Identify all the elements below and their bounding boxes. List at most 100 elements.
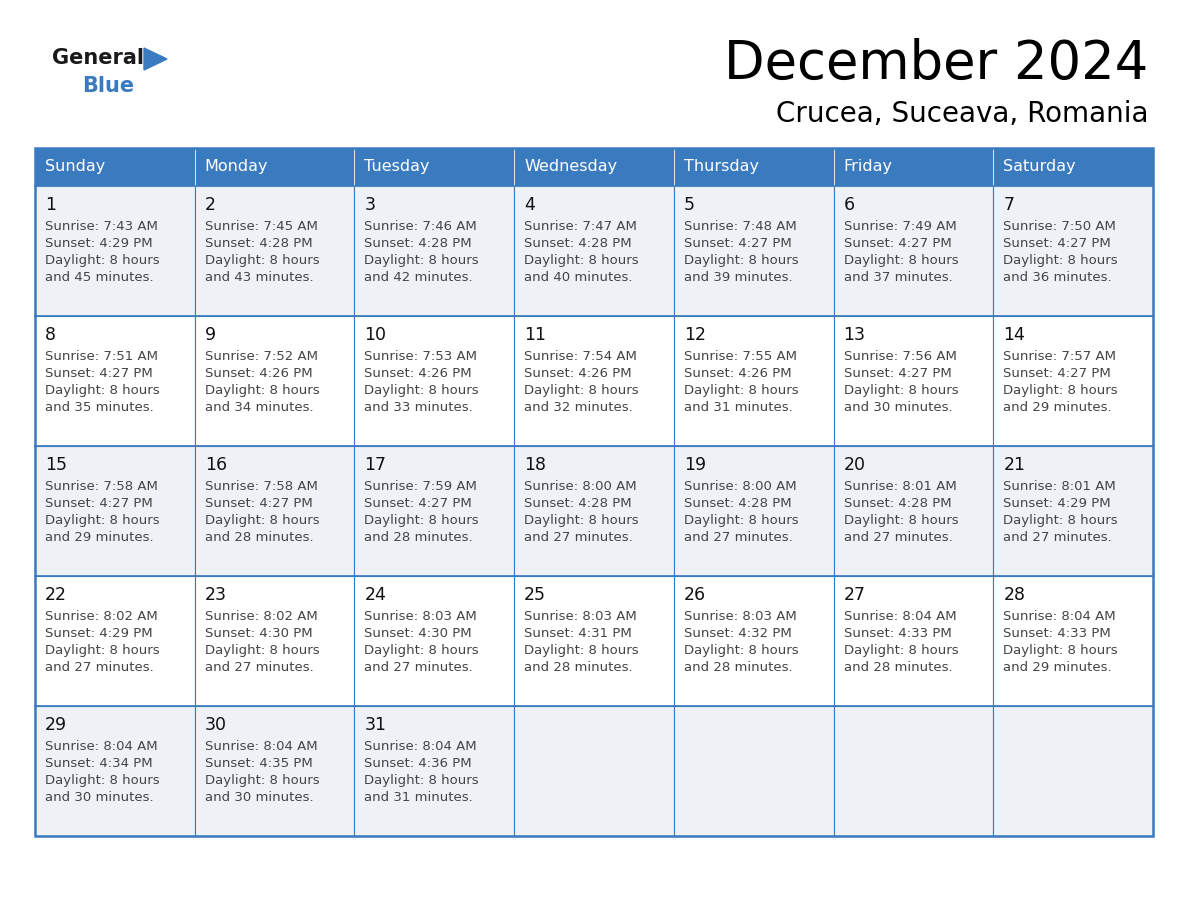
Text: December 2024: December 2024 [723,38,1148,90]
Text: 20: 20 [843,456,866,474]
Text: 10: 10 [365,326,386,344]
Text: Sunrise: 8:03 AM: Sunrise: 8:03 AM [524,610,637,623]
Text: Sunset: 4:33 PM: Sunset: 4:33 PM [843,627,952,640]
Text: 19: 19 [684,456,706,474]
Text: Thursday: Thursday [684,160,759,174]
Text: Sunrise: 7:51 AM: Sunrise: 7:51 AM [45,350,158,363]
Text: Daylight: 8 hours: Daylight: 8 hours [365,384,479,397]
Text: Sunset: 4:27 PM: Sunset: 4:27 PM [365,497,472,510]
Bar [674,446,834,576]
Text: Sunset: 4:27 PM: Sunset: 4:27 PM [843,237,952,250]
Bar [514,706,674,836]
Text: Sunset: 4:30 PM: Sunset: 4:30 PM [204,627,312,640]
Text: 31: 31 [365,716,386,734]
Text: and 34 minutes.: and 34 minutes. [204,401,314,414]
Text: and 35 minutes.: and 35 minutes. [45,401,153,414]
Text: 8: 8 [45,326,56,344]
Text: 22: 22 [45,586,67,604]
Text: Sunset: 4:27 PM: Sunset: 4:27 PM [45,367,153,380]
Text: Sunrise: 7:49 AM: Sunrise: 7:49 AM [843,220,956,233]
Bar [34,576,195,706]
Text: Sunrise: 7:59 AM: Sunrise: 7:59 AM [365,480,478,493]
Text: Sunrise: 7:47 AM: Sunrise: 7:47 AM [524,220,637,233]
Text: Daylight: 8 hours: Daylight: 8 hours [45,514,159,527]
Bar [34,706,195,836]
Bar [834,148,993,186]
Text: and 27 minutes.: and 27 minutes. [1004,531,1112,544]
Text: Monday: Monday [204,160,268,174]
Text: Tuesday: Tuesday [365,160,430,174]
Text: and 27 minutes.: and 27 minutes. [843,531,953,544]
Text: Sunrise: 8:04 AM: Sunrise: 8:04 AM [843,610,956,623]
Bar [674,148,834,186]
Text: Sunrise: 7:55 AM: Sunrise: 7:55 AM [684,350,797,363]
Text: Sunrise: 8:04 AM: Sunrise: 8:04 AM [365,740,478,753]
Text: Sunset: 4:28 PM: Sunset: 4:28 PM [365,237,472,250]
Text: Daylight: 8 hours: Daylight: 8 hours [365,254,479,267]
Text: and 27 minutes.: and 27 minutes. [684,531,792,544]
Text: Daylight: 8 hours: Daylight: 8 hours [684,514,798,527]
Text: 6: 6 [843,196,854,214]
Text: Daylight: 8 hours: Daylight: 8 hours [1004,384,1118,397]
Text: Sunrise: 8:02 AM: Sunrise: 8:02 AM [204,610,317,623]
Text: Daylight: 8 hours: Daylight: 8 hours [843,384,959,397]
Bar [195,186,354,316]
Bar [834,706,993,836]
Text: 30: 30 [204,716,227,734]
Text: Sunset: 4:34 PM: Sunset: 4:34 PM [45,757,152,770]
Text: Sunrise: 8:01 AM: Sunrise: 8:01 AM [1004,480,1116,493]
Text: 3: 3 [365,196,375,214]
Bar [993,446,1154,576]
Text: Sunset: 4:27 PM: Sunset: 4:27 PM [1004,237,1111,250]
Text: General: General [52,48,144,68]
Text: and 27 minutes.: and 27 minutes. [204,661,314,674]
Text: Daylight: 8 hours: Daylight: 8 hours [684,254,798,267]
Bar [34,148,195,186]
Text: Sunset: 4:27 PM: Sunset: 4:27 PM [204,497,312,510]
Text: and 27 minutes.: and 27 minutes. [45,661,153,674]
Text: Sunset: 4:28 PM: Sunset: 4:28 PM [524,237,632,250]
Text: and 31 minutes.: and 31 minutes. [365,791,473,804]
Text: 14: 14 [1004,326,1025,344]
Text: Sunrise: 8:00 AM: Sunrise: 8:00 AM [524,480,637,493]
Text: 16: 16 [204,456,227,474]
Text: Saturday: Saturday [1004,160,1076,174]
Text: Sunrise: 8:03 AM: Sunrise: 8:03 AM [365,610,478,623]
Text: 7: 7 [1004,196,1015,214]
Bar [993,186,1154,316]
Text: and 39 minutes.: and 39 minutes. [684,271,792,284]
Text: 11: 11 [524,326,546,344]
Text: Sunrise: 7:58 AM: Sunrise: 7:58 AM [204,480,317,493]
Text: Daylight: 8 hours: Daylight: 8 hours [45,384,159,397]
Text: and 28 minutes.: and 28 minutes. [684,661,792,674]
Bar [514,316,674,446]
Text: Sunset: 4:28 PM: Sunset: 4:28 PM [204,237,312,250]
Text: 1: 1 [45,196,56,214]
Text: Sunset: 4:26 PM: Sunset: 4:26 PM [684,367,791,380]
Text: and 29 minutes.: and 29 minutes. [1004,661,1112,674]
Text: and 29 minutes.: and 29 minutes. [1004,401,1112,414]
Bar [993,576,1154,706]
Text: 15: 15 [45,456,67,474]
Text: and 28 minutes.: and 28 minutes. [365,531,473,544]
Text: Sunset: 4:35 PM: Sunset: 4:35 PM [204,757,312,770]
Text: Daylight: 8 hours: Daylight: 8 hours [524,644,639,657]
Bar [514,576,674,706]
Text: Sunset: 4:28 PM: Sunset: 4:28 PM [843,497,952,510]
Text: Sunset: 4:28 PM: Sunset: 4:28 PM [684,497,791,510]
Text: Blue: Blue [82,76,134,96]
Text: Daylight: 8 hours: Daylight: 8 hours [1004,254,1118,267]
Text: Sunrise: 7:58 AM: Sunrise: 7:58 AM [45,480,158,493]
Text: Sunrise: 7:43 AM: Sunrise: 7:43 AM [45,220,158,233]
Text: 28: 28 [1004,586,1025,604]
Bar [354,186,514,316]
Text: Daylight: 8 hours: Daylight: 8 hours [45,254,159,267]
Text: and 31 minutes.: and 31 minutes. [684,401,792,414]
Text: and 32 minutes.: and 32 minutes. [524,401,633,414]
Text: Sunset: 4:26 PM: Sunset: 4:26 PM [365,367,472,380]
Text: and 28 minutes.: and 28 minutes. [204,531,314,544]
Text: Daylight: 8 hours: Daylight: 8 hours [365,514,479,527]
Text: Sunrise: 7:45 AM: Sunrise: 7:45 AM [204,220,317,233]
Text: Daylight: 8 hours: Daylight: 8 hours [204,514,320,527]
Text: Daylight: 8 hours: Daylight: 8 hours [45,644,159,657]
